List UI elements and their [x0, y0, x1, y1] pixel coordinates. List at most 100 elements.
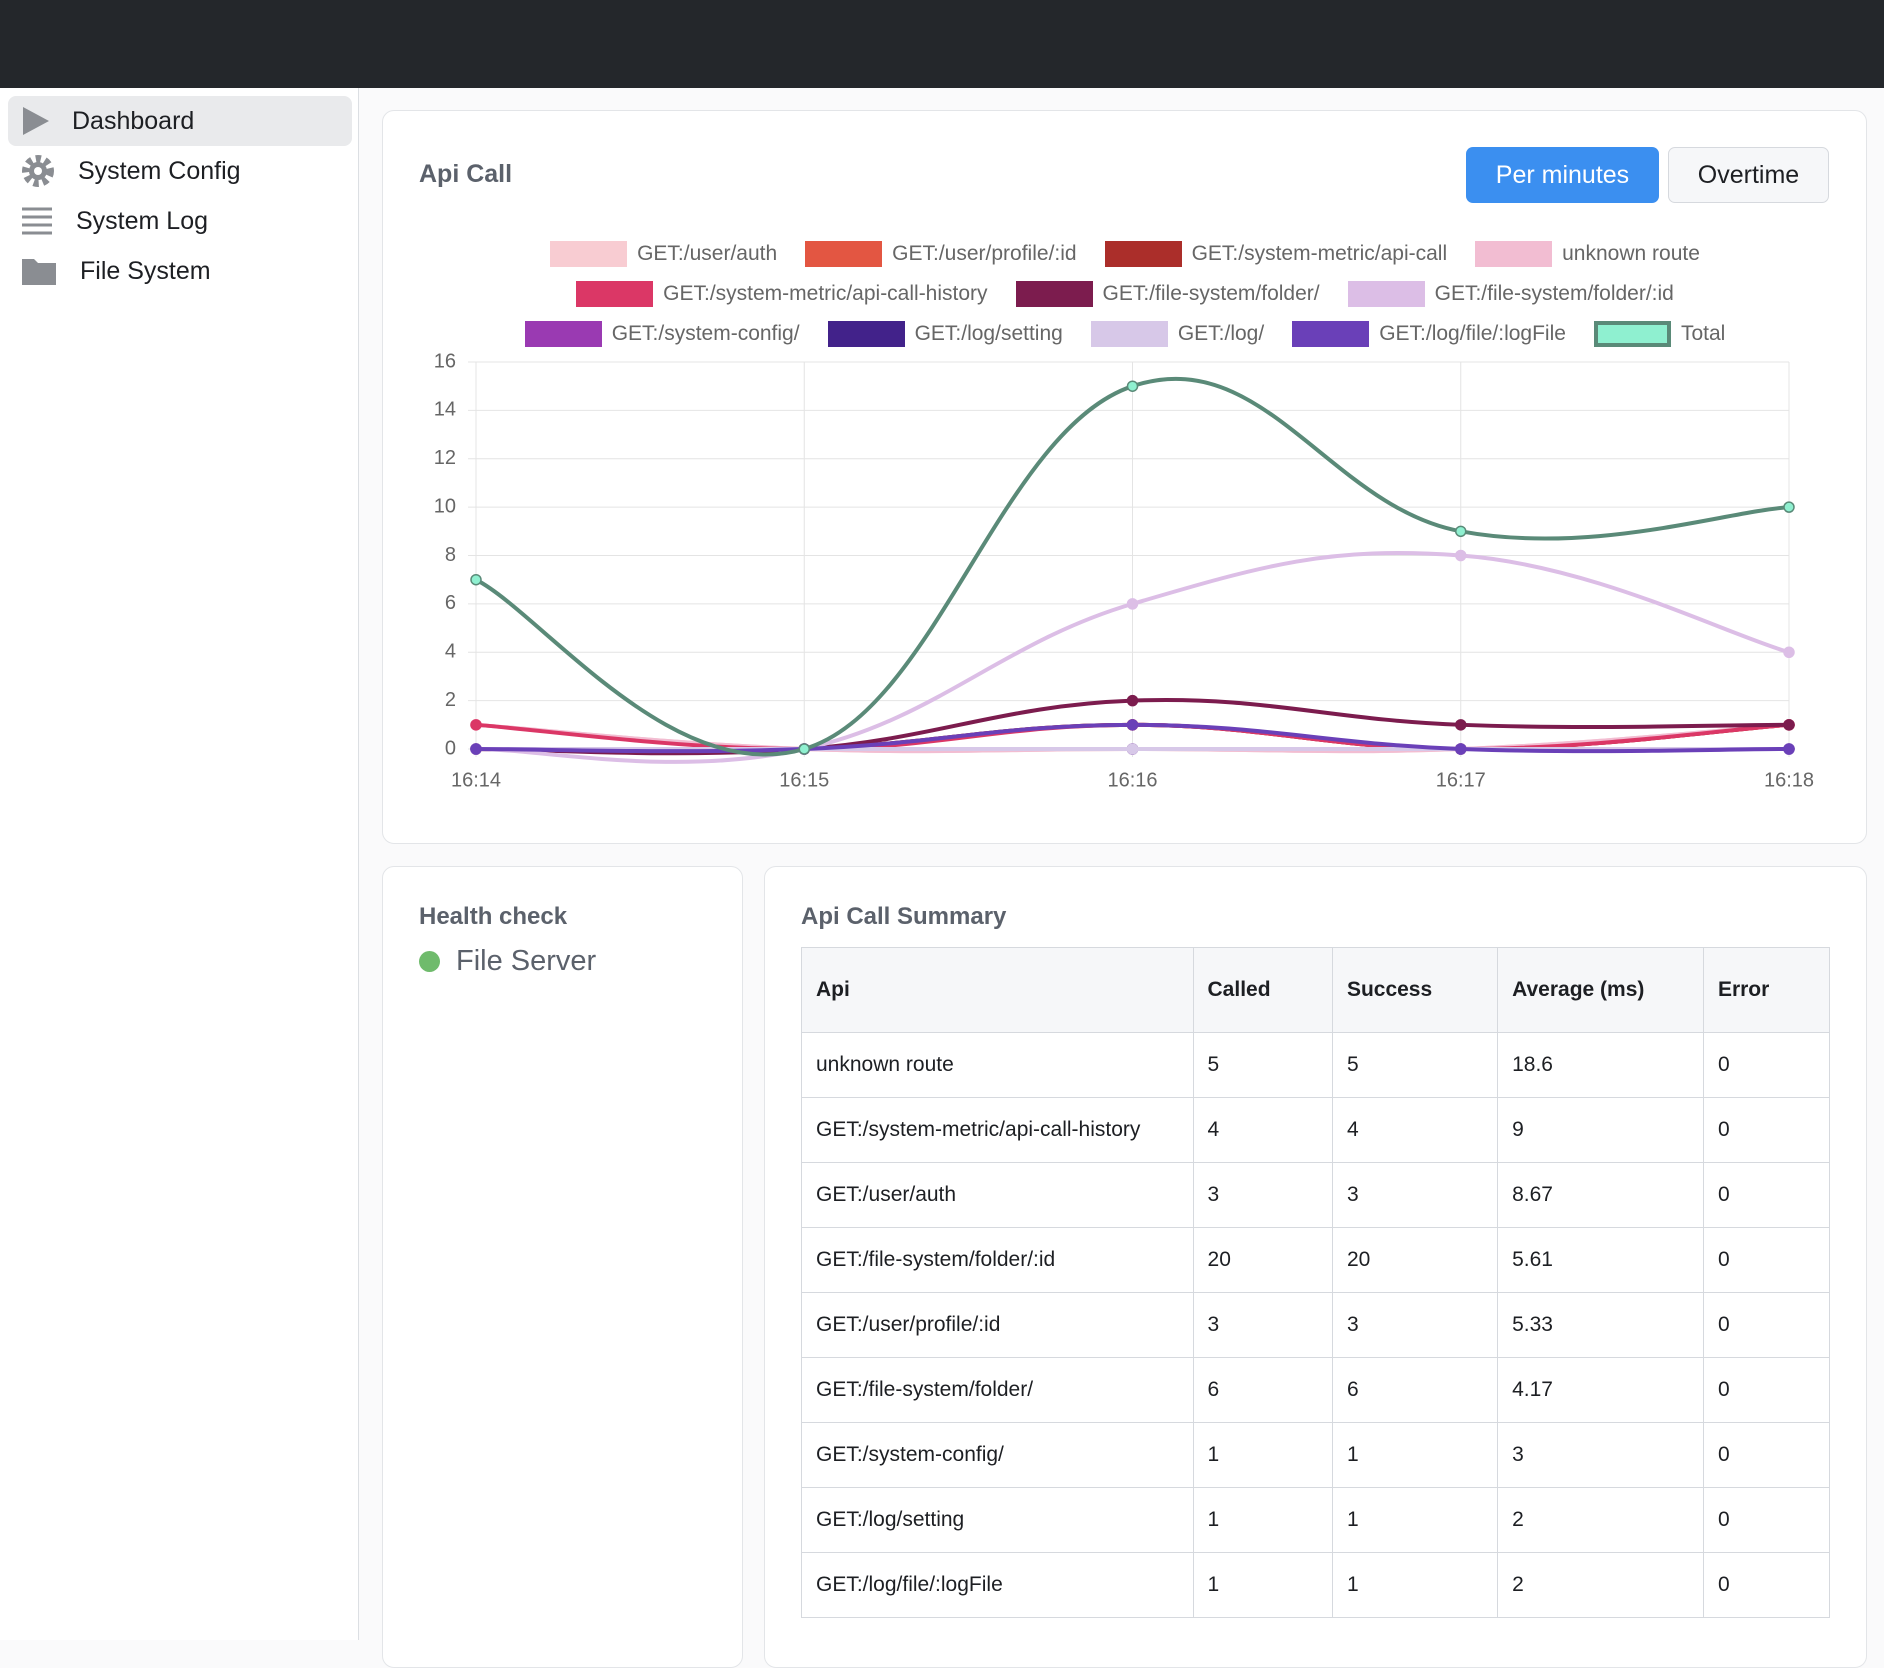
chart-title: Api Call: [419, 160, 513, 188]
legend-label: Total: [1680, 322, 1726, 345]
top-bar: [0, 0, 1884, 88]
column-header[interactable]: Error: [1702, 947, 1831, 1033]
data-point: [1783, 646, 1795, 658]
legend-item: unknown route: [1475, 234, 1700, 274]
data-point: [1783, 743, 1795, 755]
legend-label: GET:/file-system/folder/:id: [1434, 282, 1674, 305]
health-item: File Server: [419, 945, 596, 978]
legend-item: GET:/user/profile/:id: [805, 234, 1077, 274]
button[interactable]: Overtime: [1668, 147, 1829, 203]
legend-item: GET:/user/auth: [550, 234, 777, 274]
legend-swatch: [550, 241, 628, 267]
table-cell: GET:/log/setting: [801, 1487, 1194, 1553]
table-cell: GET:/log/file/:logFile: [801, 1552, 1194, 1618]
table-cell: 20: [1331, 1227, 1499, 1293]
table-cell: 5.61: [1497, 1227, 1704, 1293]
table-cell: GET:/system-metric/api-call-history: [801, 1097, 1194, 1163]
x-tick-label: 16:17: [1436, 769, 1486, 791]
y-tick-label: 2: [445, 689, 456, 711]
legend-swatch: [827, 321, 905, 347]
y-tick-label: 16: [434, 350, 456, 372]
icon: [22, 207, 52, 235]
data-point: [1126, 719, 1139, 731]
table-cell: 4.17: [1497, 1357, 1704, 1423]
table-cell: 1: [1192, 1552, 1333, 1618]
data-point: [1455, 549, 1467, 562]
data-point: [1783, 719, 1795, 731]
table-cell: 9: [1497, 1097, 1704, 1163]
table-cell: GET:/user/auth: [801, 1162, 1194, 1228]
table-cell: 2: [1497, 1487, 1704, 1553]
table-cell: 3: [1331, 1162, 1499, 1228]
table-cell: 0: [1702, 1422, 1831, 1488]
column-header[interactable]: Called: [1192, 947, 1333, 1033]
legend-swatch: [805, 241, 883, 267]
nav-item[interactable]: System Log: [8, 196, 352, 246]
column-header[interactable]: Average (ms): [1497, 947, 1704, 1033]
legend-label: GET:/log/: [1177, 322, 1265, 345]
data-point: [1455, 719, 1467, 731]
table-cell: 1: [1331, 1552, 1499, 1618]
legend-item: Total: [1593, 314, 1726, 354]
table-cell: 5: [1192, 1032, 1333, 1098]
legend-item: GET:/system-config/: [524, 314, 800, 354]
column-header[interactable]: Success: [1331, 947, 1499, 1033]
legend-swatch: [524, 321, 602, 347]
data-point: [1455, 743, 1467, 755]
y-tick-label: 8: [445, 544, 456, 566]
nav-item[interactable]: File System: [8, 246, 352, 296]
table-cell: 5.33: [1497, 1292, 1704, 1358]
table-cell: 3: [1331, 1292, 1499, 1358]
legend-label: unknown route: [1562, 242, 1700, 265]
y-tick-label: 10: [434, 495, 456, 517]
nav-label[interactable]: System Log: [76, 206, 209, 235]
table-cell: 20: [1192, 1227, 1333, 1293]
table-cell: 18.6: [1497, 1032, 1704, 1098]
chart: 0 2 4 6 8 10 12 14 16 16:14 16:15 16:16 16:17 16:18: [434, 350, 1814, 791]
table-cell: GET:/system-config/: [801, 1422, 1194, 1488]
header-row: Api Called Success Average (ms) Error: [801, 947, 1831, 1033]
icon: [22, 155, 54, 187]
table-cell: 0: [1702, 1487, 1831, 1553]
legend-label: GET:/system-config/: [611, 322, 800, 345]
table-cell: 3: [1192, 1162, 1333, 1228]
nav-item[interactable]: System Config: [8, 146, 352, 196]
legend-swatch: [1292, 321, 1370, 347]
table-cell: 6: [1331, 1357, 1499, 1423]
table-cell: 2: [1497, 1552, 1704, 1618]
icon: [22, 259, 56, 285]
health-list: File Server: [419, 945, 596, 978]
table-cell: 1: [1331, 1422, 1499, 1488]
table-cell: 0: [1702, 1097, 1831, 1163]
legend-item: GET:/system-metric/api-call: [1104, 234, 1448, 274]
nav-label[interactable]: File System: [80, 256, 211, 285]
table-cell: unknown route: [801, 1032, 1194, 1098]
table-cell: GET:/file-system/folder/: [801, 1357, 1194, 1423]
legend: GET:/user/auth GET:/user/profile/:id GET:/…: [470, 234, 1780, 354]
table-row: GET:/log/setting 1 1 2 0: [801, 1487, 1831, 1553]
legend-label: GET:/system-metric/api-call: [1191, 242, 1448, 265]
legend-swatch: [1015, 281, 1093, 307]
table-row: GET:/file-system/folder/6 6 4.17 0: [801, 1357, 1831, 1423]
nav-item[interactable]: Dashboard: [8, 96, 352, 146]
nav-label[interactable]: System Config: [78, 156, 241, 185]
legend-item: GET:/log/file/:logFile: [1292, 314, 1566, 354]
table-row: GET:/user/profile/:id 3 3 5.33 0: [801, 1292, 1831, 1358]
chart-card: [382, 110, 1867, 844]
legend-item: GET:/file-system/folder/: [1015, 274, 1320, 314]
data-point: [1126, 380, 1139, 392]
legend-label: GET:/log/setting: [914, 322, 1063, 345]
data-point: [470, 719, 482, 731]
column-header[interactable]: Api: [801, 947, 1194, 1033]
button[interactable]: Per minutes: [1466, 147, 1659, 203]
data-point: [1455, 525, 1467, 538]
nav-label[interactable]: Dashboard: [72, 106, 195, 135]
table-cell: 0: [1702, 1227, 1831, 1293]
table-cell: 6: [1192, 1357, 1333, 1423]
table-cell: 1: [1331, 1487, 1499, 1553]
summary-table: Api Called Success Average (ms) Error unknown…: [801, 947, 1831, 1618]
legend-item: GET:/system-metric/api-call-history: [576, 274, 988, 314]
table-cell: 4: [1331, 1097, 1499, 1163]
legend-swatch: [576, 281, 654, 307]
